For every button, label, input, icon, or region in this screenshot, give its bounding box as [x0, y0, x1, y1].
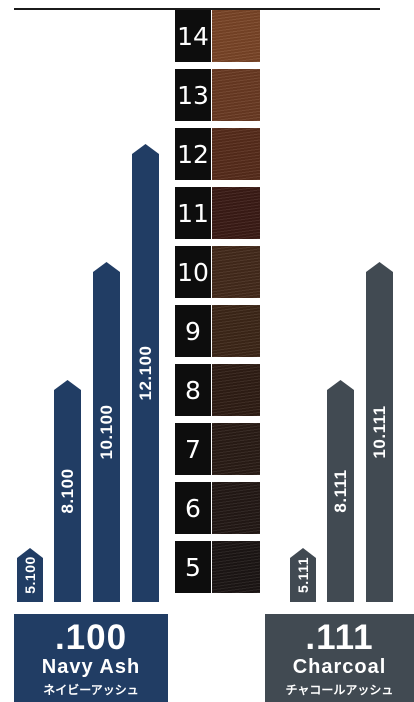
arrow-label: 8.100 — [57, 468, 77, 514]
level-row-8: 8 — [175, 364, 260, 416]
navy-ash-arrow-10-100: 10.100 — [93, 262, 120, 602]
level-row-13: 13 — [175, 69, 260, 121]
navy-ash-name-jp: ネイビーアッシュ — [43, 683, 139, 697]
hair-color-swatch — [212, 541, 260, 593]
charcoal-arrow-5-111: 5.111 — [290, 548, 316, 602]
level-row-5: 5 — [175, 541, 260, 593]
arrow-label: 5.100 — [22, 556, 38, 594]
level-row-11: 11 — [175, 187, 260, 239]
hair-color-swatch — [212, 69, 260, 121]
arrow-label: 8.111 — [330, 469, 350, 513]
navy-ash-name: Navy Ash — [41, 656, 141, 678]
level-number: 13 — [175, 69, 211, 121]
charcoal-name-jp: チャコールアッシュ — [285, 683, 394, 697]
arrow-label: 10.100 — [96, 404, 116, 460]
level-number: 7 — [175, 423, 211, 475]
arrow-shape — [366, 262, 393, 602]
level-row-14: 14 — [175, 10, 260, 62]
hair-color-swatch — [212, 482, 260, 534]
level-number: 5 — [175, 541, 211, 593]
hair-color-swatch — [212, 10, 260, 62]
arrow-shape — [290, 548, 316, 602]
level-row-6: 6 — [175, 482, 260, 534]
charcoal-name: Charcoal — [292, 656, 387, 678]
level-row-7: 7 — [175, 423, 260, 475]
hair-color-swatch — [212, 128, 260, 180]
level-number: 10 — [175, 246, 211, 298]
level-number: 11 — [175, 187, 211, 239]
charcoal-box: .111 Charcoal チャコールアッシュ — [265, 614, 414, 702]
arrow-label: 12.100 — [135, 345, 155, 401]
arrow-shape — [17, 548, 43, 602]
hair-color-swatch — [212, 423, 260, 475]
arrow-label: 10.111 — [369, 405, 389, 459]
hair-color-swatch — [212, 246, 260, 298]
arrow-shape — [54, 380, 81, 602]
arrow-shape — [132, 144, 159, 602]
charcoal-arrow-8-111: 8.111 — [327, 380, 354, 602]
level-number: 6 — [175, 482, 211, 534]
level-row-12: 12 — [175, 128, 260, 180]
level-row-9: 9 — [175, 305, 260, 357]
hair-color-swatch — [212, 187, 260, 239]
hair-color-swatch — [212, 364, 260, 416]
arrow-label: 5.111 — [295, 557, 311, 593]
navy-ash-arrow-8-100: 8.100 — [54, 380, 81, 602]
navy-ash-code: .100 — [54, 618, 128, 657]
navy-ash-arrow-5-100: 5.100 — [17, 548, 43, 602]
navy-ash-box: .100 Navy Ash ネイビーアッシュ — [14, 614, 168, 702]
level-number: 8 — [175, 364, 211, 416]
level-number: 14 — [175, 10, 211, 62]
arrow-shape — [327, 380, 354, 602]
hair-color-swatch — [212, 305, 260, 357]
level-number: 12 — [175, 128, 211, 180]
top-rule — [14, 8, 380, 10]
charcoal-code: .111 — [305, 618, 374, 657]
navy-ash-arrow-12-100: 12.100 — [132, 144, 159, 602]
level-row-10: 10 — [175, 246, 260, 298]
charcoal-arrow-10-111: 10.111 — [366, 262, 393, 602]
arrow-shape — [93, 262, 120, 602]
level-number: 9 — [175, 305, 211, 357]
